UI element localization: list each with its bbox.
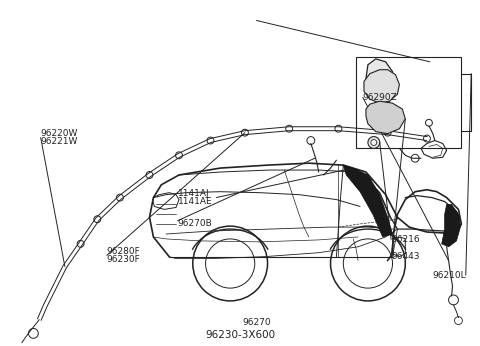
Circle shape [77, 240, 84, 247]
Circle shape [449, 295, 458, 305]
Circle shape [425, 119, 432, 126]
Text: 96216: 96216 [391, 235, 420, 244]
Circle shape [384, 129, 391, 136]
Circle shape [176, 152, 182, 159]
Bar [356, 57, 461, 148]
Circle shape [411, 154, 419, 162]
Text: 96230-3X600: 96230-3X600 [205, 330, 275, 340]
Circle shape [117, 194, 123, 201]
Circle shape [241, 129, 248, 136]
Circle shape [335, 125, 342, 132]
Text: 96230F: 96230F [107, 255, 141, 264]
Circle shape [423, 135, 431, 142]
Text: 96280F: 96280F [107, 247, 141, 256]
Text: 96270: 96270 [242, 318, 271, 327]
Text: 96443: 96443 [391, 252, 420, 261]
Circle shape [146, 172, 153, 179]
Circle shape [286, 125, 293, 132]
Text: 96270B: 96270B [178, 219, 213, 228]
Polygon shape [366, 101, 405, 134]
Text: 1141AJ: 1141AJ [178, 189, 209, 198]
Circle shape [455, 317, 462, 325]
Polygon shape [343, 165, 393, 237]
Circle shape [368, 137, 380, 148]
Circle shape [28, 328, 38, 338]
Text: 96220W: 96220W [41, 129, 78, 138]
Text: 96221W: 96221W [41, 137, 78, 146]
Circle shape [94, 216, 101, 223]
Circle shape [371, 139, 377, 145]
Text: 1141AE: 1141AE [178, 197, 212, 206]
Circle shape [207, 137, 214, 144]
Circle shape [307, 137, 315, 145]
Polygon shape [366, 59, 394, 106]
Text: 96290Z: 96290Z [363, 93, 397, 102]
Polygon shape [442, 204, 460, 247]
Polygon shape [364, 70, 399, 103]
Text: 96210L: 96210L [432, 271, 466, 280]
